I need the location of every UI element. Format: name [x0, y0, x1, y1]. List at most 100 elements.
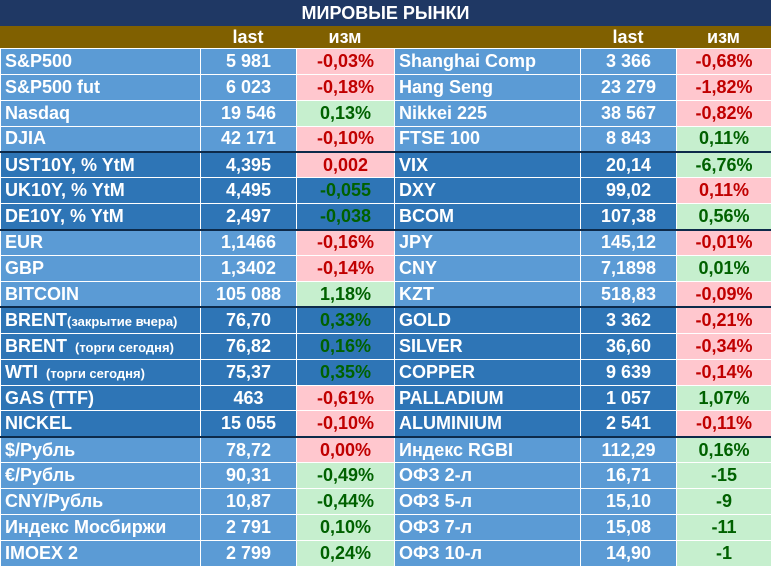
left-change-value: -0,03% [296, 48, 395, 75]
right-instrument-name: BCOM [394, 203, 581, 231]
header-blank-left [0, 26, 200, 48]
left-last-value: 75,37 [200, 358, 297, 386]
right-change-value: -0,34% [676, 332, 771, 360]
header-change-left: изм [296, 26, 394, 48]
table-row: BRENT (торги сегодня) 76,82 0,16% SILVER 36,6… [0, 332, 771, 360]
instrument-note: (торги сегодня) [46, 365, 145, 381]
table-row: BRENT(закрытие вчера) 76,70 0,33% GOLD 3 362… [0, 306, 771, 334]
left-last-value: 90,31 [200, 462, 297, 490]
right-last-value: 15,10 [580, 488, 677, 516]
right-change-value: 0,56% [676, 203, 771, 231]
right-change-value: -0,09% [676, 281, 771, 309]
left-change-value: -0,61% [296, 384, 395, 412]
left-last-value: 5 981 [200, 48, 297, 75]
right-instrument-name: VIX [394, 151, 581, 179]
quotes-table: S&P500 5 981 -0,03% Shanghai Comp 3 366 -0,68… [0, 48, 771, 567]
right-last-value: 3 362 [580, 306, 677, 334]
table-row: DJIA 42 171 -0,10% FTSE 100 8 843 0,11% [0, 125, 771, 154]
table-row: DE10Y, % YtM 2,497 -0,038 BCOM 107,38 0,56% [0, 203, 771, 231]
right-change-value: -1,82% [676, 73, 771, 101]
right-change-value: -0,82% [676, 99, 771, 127]
left-instrument-name: S&P500 [0, 48, 201, 75]
right-last-value: 2 541 [580, 410, 677, 438]
right-instrument-name: ОФЗ 10-л [394, 539, 581, 567]
left-change-value: -0,18% [296, 73, 395, 101]
left-instrument-name: UST10Y, % YtM [0, 151, 201, 179]
right-instrument-name: Nikkei 225 [394, 99, 581, 127]
right-last-value: 107,38 [580, 203, 677, 231]
left-change-value: -0,49% [296, 462, 395, 490]
left-last-value: 2 799 [200, 539, 297, 567]
right-instrument-name: Hang Seng [394, 73, 581, 101]
right-last-value: 16,71 [580, 462, 677, 490]
left-last-value: 1,1466 [200, 229, 297, 257]
left-instrument-name: BRENT (торги сегодня) [0, 332, 201, 360]
left-last-value: 76,70 [200, 306, 297, 334]
table-row: S&P500 5 981 -0,03% Shanghai Comp 3 366 -0,68… [0, 48, 771, 75]
right-last-value: 15,08 [580, 514, 677, 541]
left-instrument-name: CNY/Рубль [0, 488, 201, 516]
left-change-value: -0,44% [296, 488, 395, 516]
right-change-value: -0,01% [676, 229, 771, 257]
left-last-value: 2,497 [200, 203, 297, 231]
right-last-value: 518,83 [580, 281, 677, 309]
right-change-value: -0,14% [676, 358, 771, 386]
right-instrument-name: PALLADIUM [394, 384, 581, 412]
table-row: WTI (торги сегодня) 75,37 0,35% COPPER 9 639-… [0, 358, 771, 386]
instrument-label: UST10Y, % YtM [5, 154, 135, 175]
right-last-value: 14,90 [580, 539, 677, 567]
left-last-value: 19 546 [200, 99, 297, 127]
table-row: $/Рубль 78,72 0,00% Индекс RGBI 112,29 0,16% [0, 436, 771, 464]
instrument-note: (торги сегодня) [75, 339, 174, 355]
left-change-value: 0,35% [296, 358, 395, 386]
right-last-value: 145,12 [580, 229, 677, 257]
instrument-label: NICKEL [5, 413, 72, 434]
left-instrument-name: UK10Y, % YtM [0, 177, 201, 205]
left-change-value: 0,00% [296, 436, 395, 464]
left-change-value: 0,16% [296, 332, 395, 360]
right-instrument-name: GOLD [394, 306, 581, 334]
instrument-label: WTI [5, 361, 38, 382]
right-instrument-name: ОФЗ 5-л [394, 488, 581, 516]
right-change-value: 0,01% [676, 255, 771, 283]
instrument-label: BITCOIN [5, 283, 79, 304]
right-instrument-name: Индекс RGBI [394, 436, 581, 464]
left-last-value: 10,87 [200, 488, 297, 516]
table-row: S&P500 fut 6 023 -0,18% Hang Seng 23 279 -1,8… [0, 73, 771, 101]
table-row: GBP 1,3402 -0,14% CNY 7,1898 0,01% [0, 255, 771, 283]
instrument-label: Индекс Мосбиржи [5, 516, 167, 537]
left-change-value: -0,055 [296, 177, 395, 205]
table-row: EUR 1,1466 -0,16% JPY 145,12 -0,01% [0, 229, 771, 257]
right-instrument-name: Shanghai Comp [394, 48, 581, 75]
left-change-value: -0,14% [296, 255, 395, 283]
table-row: CNY/Рубль 10,87 -0,44% ОФЗ 5-л 15,10 -9 [0, 488, 771, 516]
left-instrument-name: GAS (TTF) [0, 384, 201, 412]
right-instrument-name: ALUMINIUM [394, 410, 581, 438]
left-last-value: 1,3402 [200, 255, 297, 283]
left-change-value: -0,10% [296, 125, 395, 154]
right-last-value: 8 843 [580, 125, 677, 154]
left-last-value: 76,82 [200, 332, 297, 360]
instrument-label: CNY/Рубль [5, 491, 104, 512]
header-last-left: last [200, 26, 296, 48]
right-change-value: 1,07% [676, 384, 771, 412]
left-change-value: 0,13% [296, 99, 395, 127]
left-change-value: -0,038 [296, 203, 395, 231]
right-change-value: -0,21% [676, 306, 771, 334]
header-blank-right [394, 26, 580, 48]
left-instrument-name: DJIA [0, 125, 201, 154]
right-instrument-name: ОФЗ 7-л [394, 514, 581, 541]
right-change-value: -9 [676, 488, 771, 516]
right-change-value: 0,16% [676, 436, 771, 464]
instrument-label: BRENT [5, 310, 67, 331]
left-instrument-name: Nasdaq [0, 99, 201, 127]
instrument-note: (закрытие вчера) [67, 314, 178, 330]
instrument-label: IMOEX 2 [5, 542, 79, 563]
instrument-label: UK10Y, % YtM [5, 180, 125, 201]
left-last-value: 105 088 [200, 281, 297, 309]
left-change-value: 1,18% [296, 281, 395, 309]
instrument-label: $/Рубль [5, 439, 76, 460]
table-row: GAS (TTF) 463 -0,61% PALLADIUM 1 057 1,07% [0, 384, 771, 412]
instrument-label: EUR [5, 232, 44, 253]
